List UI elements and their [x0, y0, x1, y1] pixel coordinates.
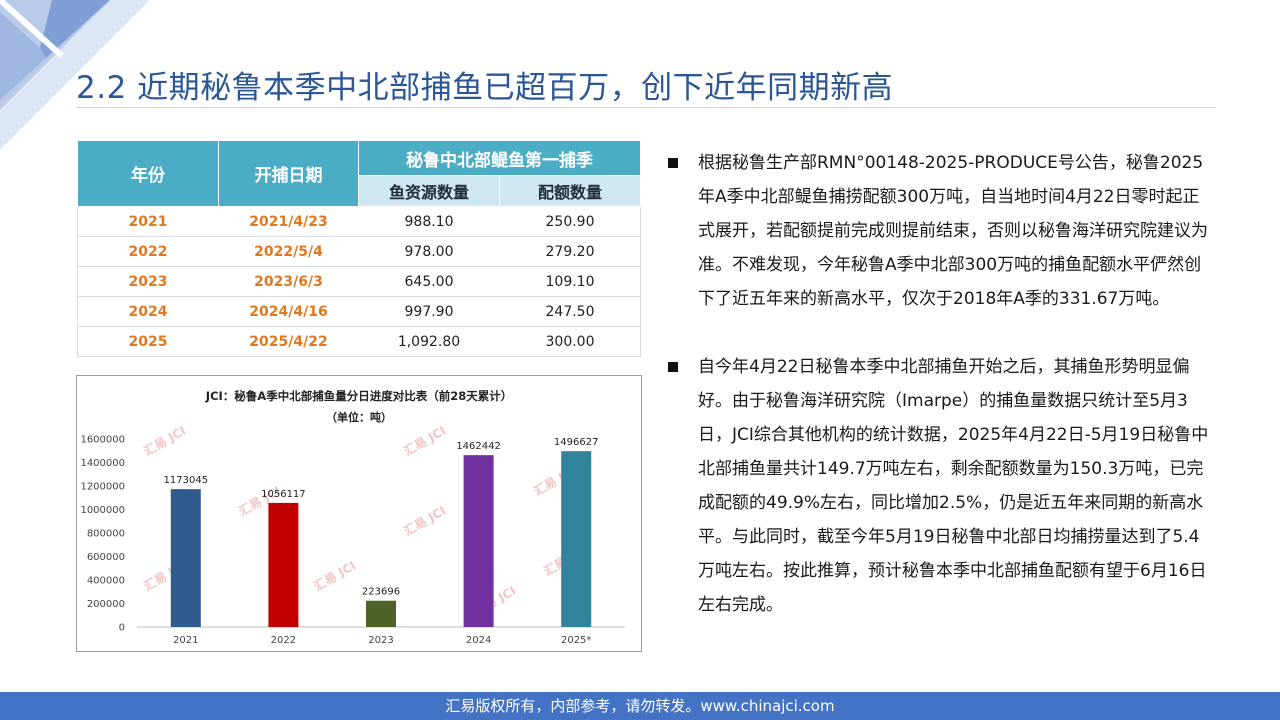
y-tick-label: 1000000 — [80, 505, 125, 516]
catch-progress-chart: JCI：秘鲁A季中北部捕鱼量分日进度对比表（前28天累计） （单位：吨） 汇易 … — [76, 375, 642, 652]
analysis-bullets: 根据秘鲁生产部RMN°00148-2025-PRODUCE号公告，秘鲁2025年… — [668, 146, 1216, 656]
cell-date: 2022/5/4 — [218, 236, 359, 267]
header-quota: 配额数量 — [499, 175, 641, 207]
cell-resource: 988.10 — [358, 206, 500, 237]
quota-table: 年份 开捕日期 秘鲁中北部鳀鱼第一捕季 鱼资源数量 配额数量 2021 2021… — [77, 140, 641, 357]
cell-year: 2024 — [77, 296, 219, 327]
bars: 1173045 2021 1056117 2022 223696 2023 1462442 2… — [164, 437, 599, 646]
cell-quota: 300.00 — [499, 326, 641, 357]
watermark-text: 汇易 JCI — [402, 504, 449, 539]
x-tick-label: 2022 — [271, 635, 296, 646]
bar-value-label: 223696 — [362, 587, 400, 598]
square-bullet-icon — [668, 362, 678, 372]
cell-year: 2025 — [77, 326, 219, 357]
bar-2024 — [463, 455, 494, 627]
bar-value-label: 1056117 — [261, 489, 306, 500]
y-tick-label: 1600000 — [80, 435, 125, 446]
y-tick-label: 600000 — [87, 552, 125, 563]
bullet-text: 根据秘鲁生产部RMN°00148-2025-PRODUCE号公告，秘鲁2025年… — [698, 153, 1208, 309]
chart-subtitle: （单位：吨） — [326, 410, 392, 424]
y-tick-label: 200000 — [87, 599, 125, 610]
bar-2025* — [561, 451, 592, 627]
watermark-text: 汇易 JCI — [142, 424, 189, 459]
square-bullet-icon — [668, 158, 678, 168]
table-row: 2025 2025/4/22 1,092.80 300.00 — [77, 326, 641, 357]
watermark-text: 汇易 JCI — [312, 559, 359, 594]
x-tick-label: 2023 — [368, 635, 393, 646]
header-resource: 鱼资源数量 — [358, 175, 500, 207]
bullet-item: 自今年4月22日秘鲁本季中北部捕鱼开始之后，其捕鱼形势明显偏好。由于秘鲁海洋研究… — [668, 350, 1216, 622]
chart-title: JCI：秘鲁A季中北部捕鱼量分日进度对比表（前28天累计） — [205, 389, 512, 403]
bar-2021 — [170, 489, 201, 627]
bar-value-label: 1462442 — [456, 441, 501, 452]
cell-resource: 978.00 — [358, 236, 500, 267]
x-tick-label: 2025* — [561, 635, 591, 646]
table-row: 2024 2024/4/16 997.90 247.50 — [77, 296, 641, 327]
page-title: 2.2 近期秘鲁本季中北部捕鱼已超百万，创下近年同期新高 — [76, 70, 894, 106]
bullet-item: 根据秘鲁生产部RMN°00148-2025-PRODUCE号公告，秘鲁2025年… — [668, 146, 1216, 316]
y-tick-label: 400000 — [87, 576, 125, 587]
header-year: 年份 — [77, 140, 219, 207]
cell-resource: 1,092.80 — [358, 326, 500, 357]
cell-quota: 109.10 — [499, 266, 641, 297]
cell-quota: 250.90 — [499, 206, 641, 237]
bar-value-label: 1496627 — [554, 437, 599, 448]
watermark-text: 汇易 JCI — [402, 424, 449, 459]
cell-year: 2022 — [77, 236, 219, 267]
chart-canvas: JCI：秘鲁A季中北部捕鱼量分日进度对比表（前28天累计） （单位：吨） 汇易 … — [80, 389, 625, 646]
header-open-date: 开捕日期 — [218, 140, 359, 207]
cell-date: 2021/4/23 — [218, 206, 359, 237]
x-tick-label: 2021 — [173, 635, 198, 646]
bullet-text: 自今年4月22日秘鲁本季中北部捕鱼开始之后，其捕鱼形势明显偏好。由于秘鲁海洋研究… — [698, 357, 1209, 615]
cell-resource: 645.00 — [358, 266, 500, 297]
header-season-group: 秘鲁中北部鳀鱼第一捕季 — [358, 140, 641, 176]
cell-quota: 279.20 — [499, 236, 641, 267]
footer-bar: 汇易版权所有，内部参考，请勿转发。www.chinajci.com — [0, 692, 1280, 720]
bar-2023 — [366, 600, 396, 627]
y-tick-label: 800000 — [87, 529, 125, 540]
cell-date: 2024/4/16 — [218, 296, 359, 327]
x-tick-label: 2024 — [466, 635, 491, 646]
cell-quota: 247.50 — [499, 296, 641, 327]
corner-decoration — [0, 0, 150, 150]
bar-2022 — [268, 502, 299, 627]
cell-resource: 997.90 — [358, 296, 500, 327]
cell-year: 2023 — [77, 266, 219, 297]
cell-date: 2025/4/22 — [218, 326, 359, 357]
cell-year: 2021 — [77, 206, 219, 237]
y-tick-label: 1400000 — [80, 458, 125, 469]
table-row: 2022 2022/5/4 978.00 279.20 — [77, 236, 641, 267]
y-axis: 0 200000 400000 600000 800000 1000000 1200000 1… — [80, 435, 625, 634]
cell-date: 2023/6/3 — [218, 266, 359, 297]
table-row: 2023 2023/6/3 645.00 109.10 — [77, 266, 641, 297]
bar-value-label: 1173045 — [164, 475, 209, 486]
title-divider — [76, 107, 1216, 108]
y-tick-label: 0 — [119, 623, 125, 634]
table-row: 2021 2021/4/23 988.10 250.90 — [77, 206, 641, 237]
y-tick-label: 1200000 — [80, 482, 125, 493]
